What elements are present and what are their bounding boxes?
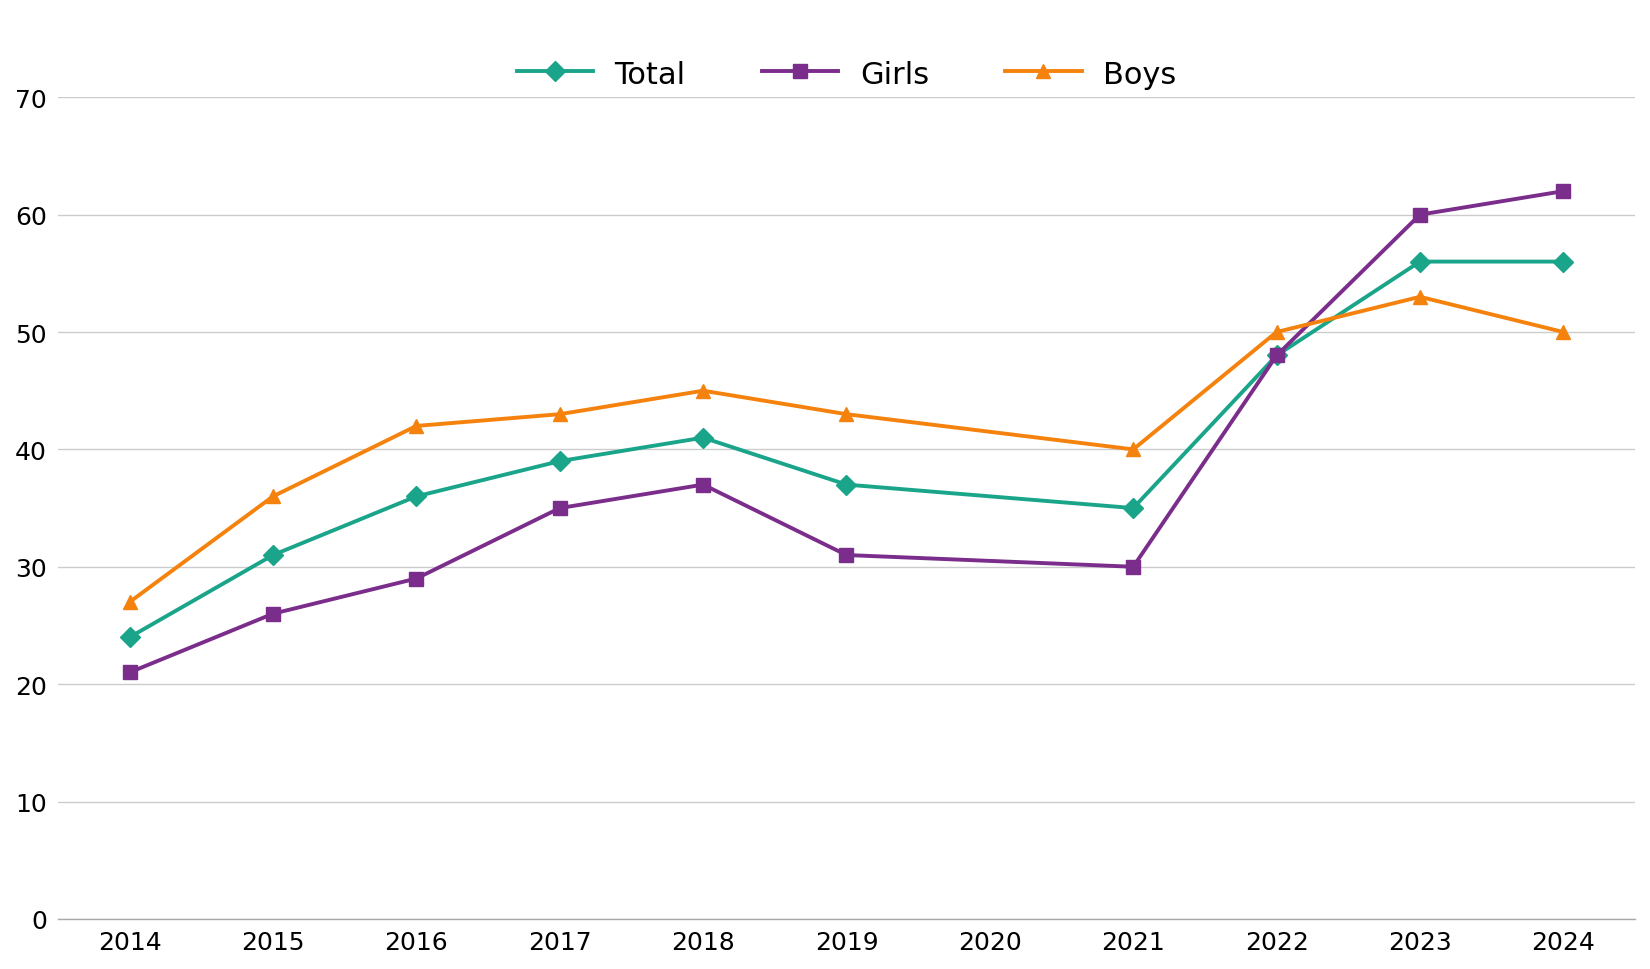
Boys (406, 421, 426, 432)
Boys (262, 491, 282, 503)
Girls (837, 549, 856, 561)
Girls (262, 609, 282, 620)
Line: Boys: Boys (122, 291, 1571, 610)
Legend: Total, Girls, Boys: Total, Girls, Boys (505, 47, 1188, 103)
Total (837, 480, 856, 491)
Girls (406, 573, 426, 584)
Boys (1411, 292, 1431, 303)
Total (693, 432, 713, 444)
Total (120, 632, 140, 643)
Total (406, 491, 426, 503)
Boys (549, 409, 569, 421)
Girls (1411, 209, 1431, 221)
Line: Girls: Girls (122, 185, 1571, 679)
Total (1553, 257, 1572, 268)
Girls (693, 480, 713, 491)
Girls (120, 667, 140, 678)
Total (1411, 257, 1431, 268)
Girls (1553, 186, 1572, 198)
Total (1267, 351, 1287, 362)
Boys (693, 386, 713, 397)
Boys (1124, 444, 1143, 455)
Boys (1553, 327, 1572, 338)
Total (549, 455, 569, 467)
Line: Total: Total (122, 256, 1571, 644)
Boys (1267, 327, 1287, 338)
Girls (1124, 561, 1143, 573)
Boys (120, 597, 140, 609)
Girls (549, 503, 569, 515)
Boys (837, 409, 856, 421)
Total (262, 549, 282, 561)
Total (1124, 503, 1143, 515)
Girls (1267, 351, 1287, 362)
